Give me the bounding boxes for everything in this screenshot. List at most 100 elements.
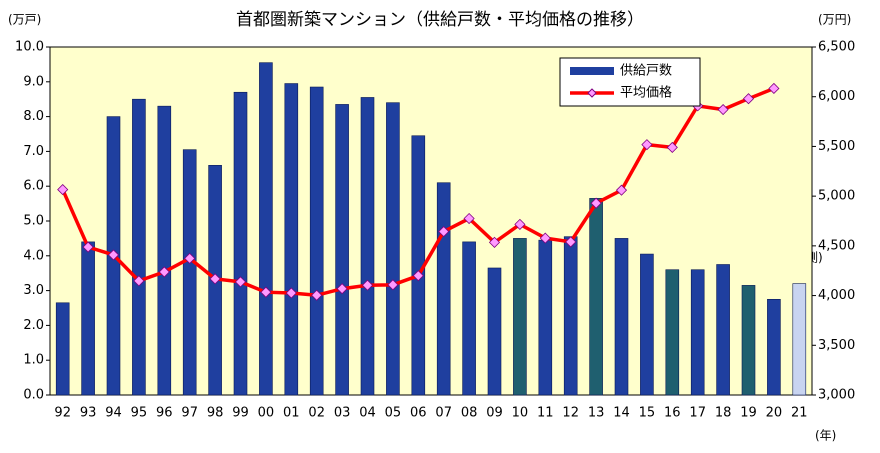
x-tick-label: 07 [435, 406, 452, 421]
chart-title: 首都圏新築マンション（供給戸数・平均価格の推移） [236, 10, 644, 30]
x-tick-label: 19 [740, 406, 757, 421]
bar [665, 269, 680, 396]
y2-tick-label: 3,000 [818, 388, 855, 403]
y2-tick-label: 4,500 [818, 238, 855, 253]
legend [559, 57, 701, 107]
x-tick-label: 20 [766, 406, 783, 421]
marker [311, 289, 323, 301]
bar [767, 298, 781, 396]
marker [82, 241, 94, 253]
marker [768, 82, 780, 95]
legend-swatch [570, 67, 614, 75]
marker [615, 184, 628, 196]
marker [412, 270, 424, 282]
bar [233, 91, 248, 396]
bar [563, 236, 578, 396]
marker [641, 139, 653, 151]
bar [335, 104, 349, 396]
x-tick-label: 99 [232, 406, 249, 421]
y-tick-label: 4.0 [23, 248, 44, 263]
bar [55, 302, 70, 396]
bar [81, 241, 95, 396]
y2-tick-label: 5,500 [818, 139, 855, 154]
y2-tick-label: 3,500 [818, 338, 855, 353]
bar [614, 238, 629, 396]
bar [792, 283, 807, 396]
marker [488, 236, 501, 248]
x-tick-label: 17 [689, 406, 706, 421]
x-tick-label: 08 [461, 406, 478, 421]
y-tick-label: 5.0 [23, 214, 44, 229]
x-tick-label: 09 [486, 406, 503, 421]
bar [741, 285, 756, 396]
bar [513, 238, 527, 396]
x-tick-label: 12 [562, 406, 579, 421]
bar [309, 86, 324, 396]
y-tick-label: 3.0 [23, 283, 44, 298]
bar [132, 98, 146, 396]
x-tick-label: 92 [54, 406, 71, 421]
x-tick-label: 03 [334, 406, 351, 421]
y-tick-label: 7.0 [23, 144, 44, 159]
x-tick-label: 21 [791, 406, 808, 421]
bar [589, 198, 603, 396]
x-tick-label: 02 [308, 406, 325, 421]
marker [260, 286, 272, 298]
marker [184, 252, 196, 264]
y-tick-label: 2.0 [23, 318, 44, 333]
y2-tick-label: 5,000 [818, 189, 855, 204]
y-tick-label: 6.0 [23, 179, 44, 194]
marker [158, 266, 170, 278]
marker [209, 273, 221, 285]
x-tick-label: 01 [283, 406, 300, 421]
bar [538, 239, 553, 396]
y-tick-label: 8.0 [23, 109, 44, 124]
marker [565, 236, 577, 248]
marker [742, 93, 755, 105]
bar [360, 97, 375, 396]
y2-tick-label: 6,000 [818, 89, 855, 104]
marker [438, 225, 450, 238]
legend-marker [587, 88, 597, 98]
marker [590, 197, 602, 209]
y-tick-label: 10.0 [15, 40, 44, 55]
legend-label: 供給戸数 [620, 64, 672, 79]
y-tick-label: 1.0 [23, 353, 44, 368]
y2-tick-label: 6,500 [818, 40, 855, 55]
y2-axis-label: (万円) [818, 13, 851, 27]
marker [361, 279, 374, 291]
bar [462, 241, 476, 396]
x-tick-label: 06 [410, 406, 427, 421]
x-tick-label: 04 [359, 406, 376, 421]
x-tick-label: 11 [537, 406, 554, 421]
bar [640, 253, 654, 396]
x-tick-label: 10 [512, 406, 529, 421]
y-tick-label: 0.0 [23, 388, 44, 403]
bar [182, 149, 197, 396]
marker [107, 249, 120, 261]
marker [336, 283, 348, 295]
marker [285, 287, 297, 299]
x-tick-label: 00 [258, 406, 275, 421]
marker [387, 279, 399, 291]
bar [690, 269, 705, 396]
x-tick-label: 97 [181, 406, 198, 421]
bar [284, 83, 299, 396]
y-axis-label: (万戸) [8, 13, 41, 27]
marker [717, 103, 729, 116]
marker [463, 212, 475, 225]
marker [539, 232, 551, 244]
x-tick-label: 16 [664, 406, 681, 421]
x-tick-label: 15 [639, 406, 656, 421]
x-tick-label: 14 [613, 406, 630, 421]
x-tick-label: 98 [207, 406, 224, 421]
legend-label: 平均価格 [620, 85, 672, 101]
marker [57, 184, 69, 196]
y2-tick-label: 4,000 [818, 288, 855, 303]
marker [234, 276, 247, 288]
x-tick-label: 96 [156, 406, 173, 421]
bar [386, 102, 400, 396]
y-tick-label: 9.0 [23, 74, 44, 89]
x-tick-label: 13 [588, 406, 605, 421]
